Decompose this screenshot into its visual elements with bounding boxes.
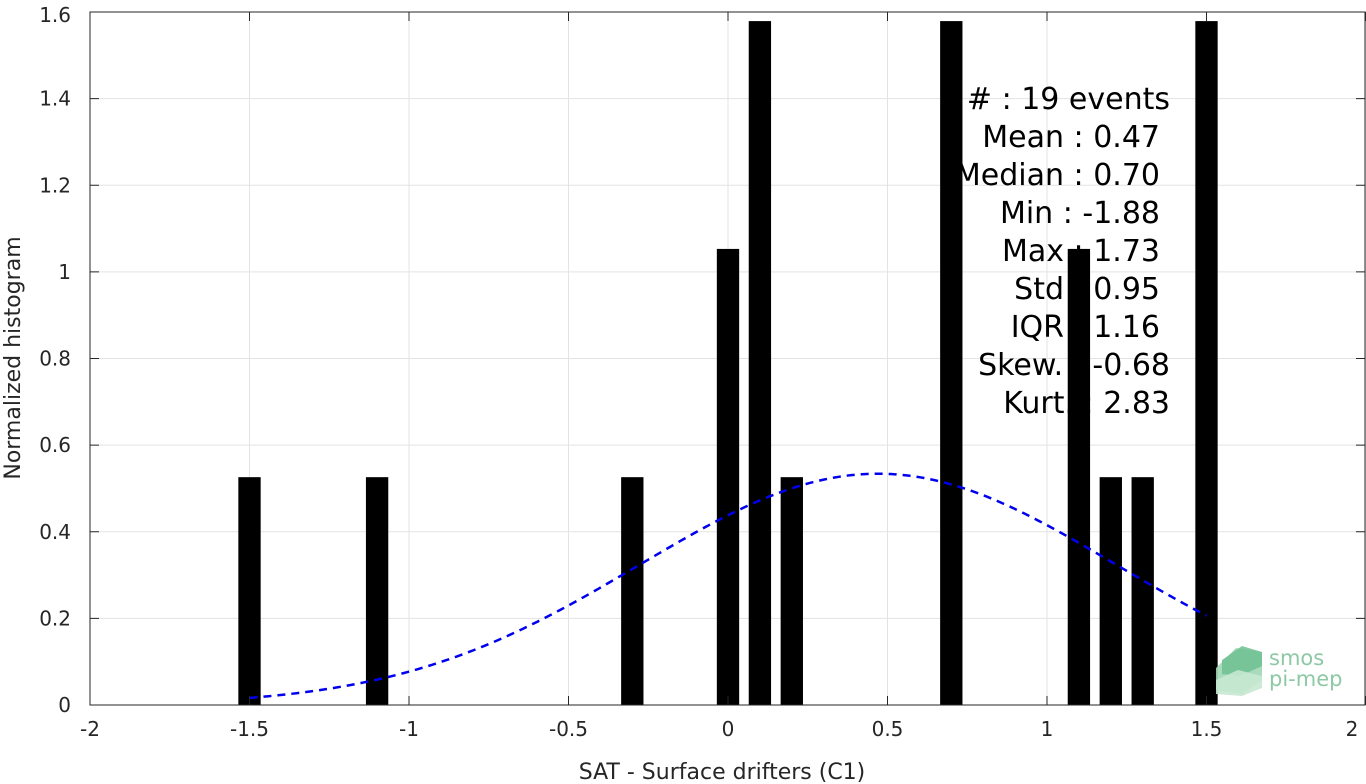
stats-line-5: Std : 0.95 [1014, 272, 1160, 307]
histogram-bar-5 [780, 477, 803, 705]
histogram-bar-1 [365, 477, 389, 705]
x-tick-label-6: 1 [1041, 717, 1054, 741]
y-tick-label-0: 0 [58, 693, 71, 717]
histogram-bar-10 [1195, 21, 1218, 705]
histogram-bar-2 [621, 477, 644, 705]
stats-line-1: Mean : 0.47 [982, 120, 1160, 155]
logo-mark-icon [1216, 646, 1262, 696]
x-tick-labels: -2 -1.5 -1 -0.5 0 0.5 1 1.5 2 [80, 717, 1358, 741]
stats-line-4: Max : 1.73 [1002, 234, 1160, 269]
y-tick-label-1: 0.2 [39, 606, 71, 630]
y-tick-label-6: 1.2 [39, 173, 71, 197]
axes-frame [89, 11, 1366, 706]
y-axis-label: Normalized histogram [1, 236, 26, 479]
x-tick-label-1: -1.5 [230, 717, 269, 741]
stats-line-0: # : 19 events [967, 82, 1170, 117]
histogram-bar-8 [1099, 477, 1122, 705]
x-tick-label-3: -0.5 [549, 717, 588, 741]
y-tick-label-5: 1 [58, 260, 71, 284]
stats-line-2: Median : 0.70 [955, 158, 1160, 193]
y-tick-label-2: 0.4 [39, 520, 71, 544]
normal-fit-curve [249, 472, 1208, 700]
x-axis-label: SAT - Surface drifters (C1) [579, 760, 866, 784]
histogram-bar-3 [716, 248, 740, 705]
y-tick-label-8: 1.6 [39, 3, 71, 27]
histogram-bar-0 [238, 477, 261, 705]
histogram-bar-7 [1067, 248, 1091, 705]
logo-text-line2: pi-mep [1269, 667, 1342, 691]
stats-line-3: Min : -1.88 [1000, 196, 1160, 231]
histogram-bar-6 [940, 21, 963, 705]
stats-line-8: Kurt. : 2.83 [1003, 386, 1170, 421]
histogram-bar-4 [748, 21, 772, 705]
x-tick-label-4: 0 [722, 717, 735, 741]
x-tick-label-2: -1 [399, 717, 419, 741]
stats-line-6: IQR : 1.16 [1011, 310, 1160, 345]
y-tick-labels: 0 0.2 0.4 0.6 0.8 1 1.2 1.4 1.6 [39, 3, 71, 717]
x-tick-label-0: -2 [80, 717, 100, 741]
histogram-bar-9 [1131, 477, 1154, 705]
x-tick-label-5: 0.5 [872, 717, 904, 741]
stats-line-7: Skew. : -0.68 [978, 348, 1170, 383]
y-tick-label-7: 1.4 [39, 87, 71, 111]
histogram-bars [238, 21, 1218, 705]
logo-text-line1: smos [1269, 646, 1324, 670]
smos-pimep-logo: smos pi-mep [1216, 646, 1342, 696]
y-tick-label-4: 0.8 [39, 347, 71, 371]
y-tick-label-3: 0.6 [39, 433, 71, 457]
x-tick-label-7: 1.5 [1191, 717, 1223, 741]
x-tick-label-8: 2 [1346, 717, 1359, 741]
